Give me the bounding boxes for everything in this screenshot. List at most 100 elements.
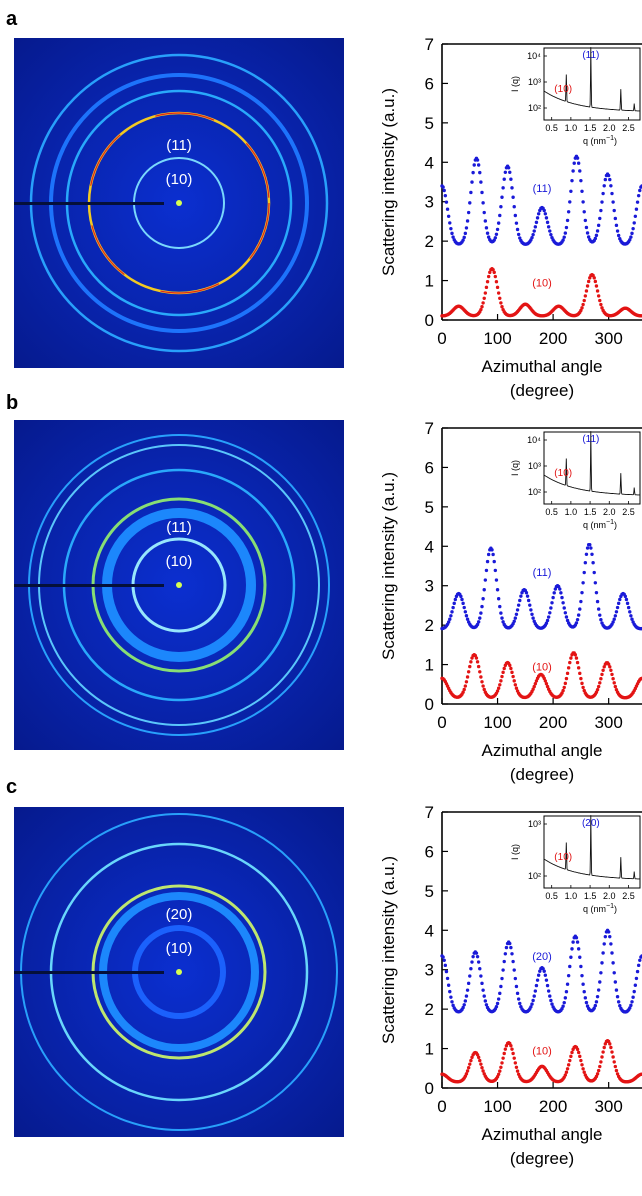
y-tick-label: 4 — [425, 153, 434, 172]
data-point — [462, 1003, 466, 1007]
beam-center — [176, 200, 182, 206]
data-point — [502, 959, 506, 964]
data-point — [502, 666, 506, 671]
data-point — [532, 684, 536, 689]
data-point — [602, 942, 606, 946]
data-point — [635, 969, 640, 974]
data-point — [518, 1001, 522, 1006]
data-point — [593, 1003, 598, 1008]
data-point — [492, 559, 496, 564]
data-point — [580, 306, 584, 310]
data-point — [495, 285, 500, 290]
data-point — [544, 216, 549, 220]
data-point — [580, 1063, 584, 1067]
data-point — [543, 973, 548, 977]
data-point — [550, 1002, 554, 1006]
data-point — [512, 619, 516, 623]
series-blue — [440, 543, 642, 631]
data-point — [476, 664, 481, 669]
inset-trace — [543, 431, 641, 496]
data-point — [560, 595, 564, 600]
data-point — [512, 679, 516, 683]
series-label-blue: (20) — [532, 951, 552, 963]
data-point — [564, 615, 569, 619]
y-axis-label: Scattering intensity (a.u.) — [379, 472, 398, 660]
data-point — [548, 994, 552, 998]
data-point — [576, 666, 581, 670]
data-point — [475, 660, 480, 664]
data-point — [575, 1047, 580, 1052]
data-point — [570, 178, 574, 183]
data-point — [579, 308, 583, 313]
ring-label-inner: (10) — [166, 553, 193, 570]
data-point — [564, 225, 569, 230]
data-point — [561, 601, 565, 605]
data-point — [613, 216, 618, 221]
data-point — [444, 200, 449, 204]
data-point — [570, 947, 574, 951]
data-point — [610, 191, 614, 196]
beam-center — [176, 969, 182, 975]
data-point — [479, 180, 483, 184]
data-point — [514, 612, 519, 616]
data-point — [613, 684, 618, 689]
data-point — [633, 983, 638, 987]
y-tick-label: 6 — [425, 842, 434, 861]
inset-y-label: I (q) — [510, 76, 520, 92]
inset-y-tick-label: 10⁴ — [527, 51, 541, 61]
saxs-image-a: (11) (10) — [14, 38, 344, 368]
data-point — [470, 960, 474, 964]
data-point — [630, 617, 634, 621]
inset-peak-label-red: (10) — [554, 852, 572, 863]
inset-peak-label-blue: (11) — [582, 50, 599, 61]
data-point — [612, 617, 616, 621]
y-axis-label: Scattering intensity (a.u.) — [379, 856, 398, 1044]
data-point — [564, 1070, 569, 1074]
data-point — [471, 954, 475, 959]
data-point — [612, 971, 616, 975]
data-point — [585, 231, 590, 235]
data-point — [463, 231, 468, 236]
data-point — [548, 611, 552, 615]
data-point — [532, 994, 536, 998]
data-point — [482, 994, 486, 998]
data-point — [549, 998, 553, 1003]
data-point — [629, 1003, 633, 1008]
data-point — [511, 674, 515, 679]
data-point — [465, 675, 470, 679]
data-point — [565, 218, 570, 223]
data-point — [480, 604, 484, 609]
x-tick-label: 100 — [483, 329, 511, 348]
series-blue — [440, 928, 642, 1014]
data-point — [511, 1051, 515, 1056]
x-tick-label: 300 — [594, 713, 622, 732]
data-point — [601, 191, 605, 196]
data-point — [543, 679, 548, 683]
data-point — [563, 1073, 568, 1077]
data-point — [530, 235, 534, 240]
data-point — [484, 568, 489, 573]
inset-x-tick-label: 2.5 — [622, 507, 635, 517]
x-axis-label-unit: (degree) — [510, 1149, 574, 1168]
data-point — [499, 301, 503, 305]
data-point — [444, 969, 449, 974]
data-point — [596, 684, 601, 689]
data-point — [512, 205, 516, 209]
data-point — [606, 662, 611, 666]
data-point — [568, 964, 572, 969]
data-point — [575, 660, 580, 665]
data-point — [498, 1069, 502, 1073]
data-point — [529, 608, 533, 612]
data-point — [631, 995, 635, 999]
data-point — [609, 1045, 613, 1050]
data-point — [484, 285, 489, 290]
data-point — [561, 688, 565, 693]
data-point — [446, 620, 451, 624]
data-point — [578, 955, 582, 959]
y-tick-label: 4 — [425, 921, 434, 940]
data-point — [611, 961, 615, 965]
data-point — [608, 177, 612, 182]
data-point — [564, 990, 569, 994]
data-point — [513, 1061, 518, 1065]
data-point — [545, 220, 550, 225]
